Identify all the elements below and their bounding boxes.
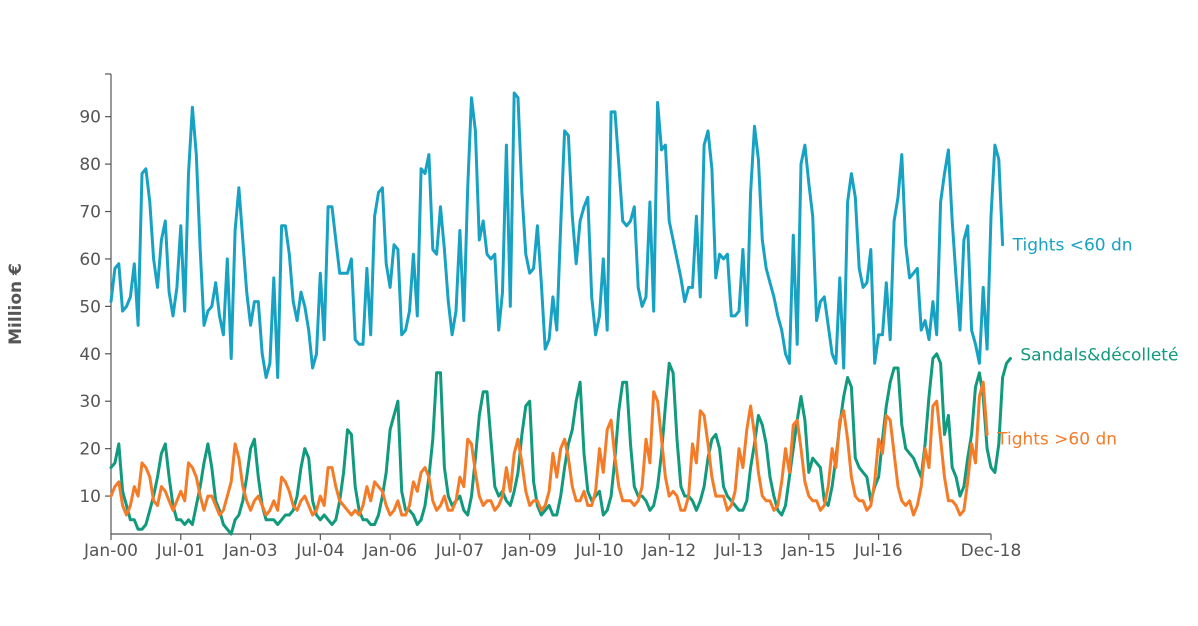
y-tick-label: 70 <box>79 203 101 223</box>
x-tick-label: Jan-12 <box>641 541 696 561</box>
x-tick-label: Jul-13 <box>714 541 763 561</box>
x-tick-label: Jan-09 <box>502 541 557 561</box>
x-tick-label: Jul-04 <box>295 541 344 561</box>
series-label-tights-60-dn: Tights >60 dn <box>996 429 1117 449</box>
x-tick-label: Jul-01 <box>156 541 205 561</box>
y-tick-label: 10 <box>79 487 101 507</box>
y-tick-label: 50 <box>79 297 101 317</box>
series-labels: Tights <60 dn Sandals&décolleté Tights >60… <box>996 236 1178 450</box>
series-line-sandals-d-collet <box>109 352 1012 536</box>
series-label-tights-60-dn: Tights <60 dn <box>1012 236 1133 256</box>
y-tick-label: 30 <box>79 392 101 412</box>
x-tick-label: Jul-16 <box>853 541 902 561</box>
x-axis: Jan-00 Jul-01 Jan-03 Jul-04 Jan-06 Jul-07 Jan-… <box>83 533 1022 561</box>
series-label-sandals-d-collet: Sandals&décolleté <box>1020 346 1178 366</box>
x-tick-label: Jan-00 <box>83 541 138 561</box>
y-tick-label: 90 <box>79 108 101 128</box>
x-tick-label: Jan-03 <box>223 541 278 561</box>
x-tick-label: Jan-15 <box>781 541 836 561</box>
y-axis: 10 20 30 40 50 60 70 80 90 <box>79 73 112 534</box>
x-tick-label: Jul-10 <box>574 541 623 561</box>
y-tick-label: 60 <box>79 250 101 270</box>
series-lines <box>109 91 1012 536</box>
series-line-tights-60-dn <box>109 91 1005 379</box>
x-tick-label: Dec-18 <box>961 541 1022 561</box>
y-tick-label: 80 <box>79 155 101 175</box>
x-tick-label: Jan-06 <box>362 541 417 561</box>
y-axis-title: Million € <box>6 263 26 345</box>
y-tick-label: 40 <box>79 345 101 365</box>
x-tick-label: Jul-07 <box>435 541 484 561</box>
y-tick-label: 20 <box>79 440 101 460</box>
series-line-tights-60-dn <box>109 380 989 517</box>
